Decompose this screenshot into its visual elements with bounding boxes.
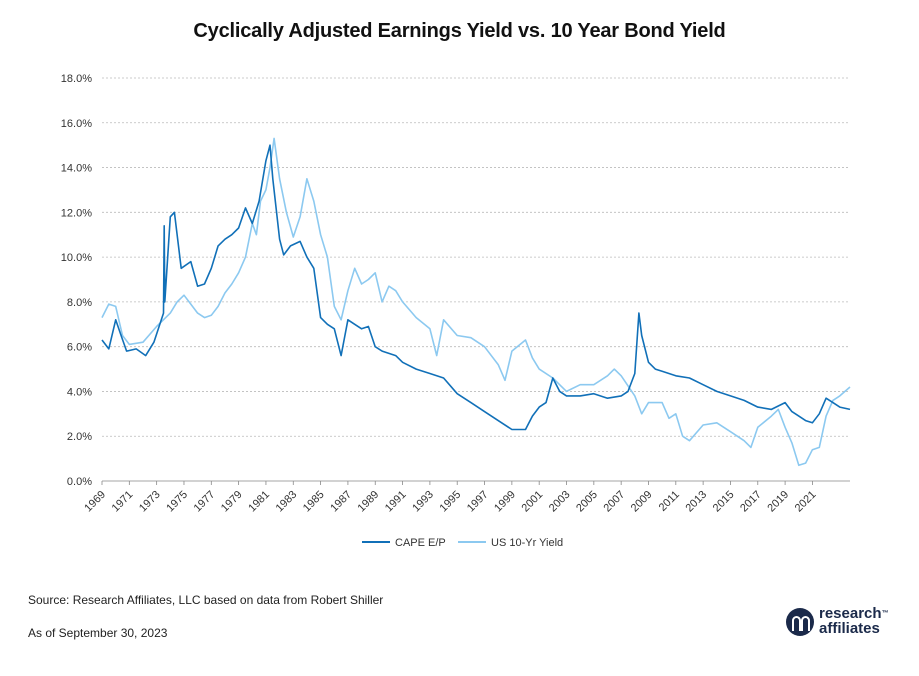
x-tick-label: 1985 (301, 489, 327, 515)
x-axis-ticks: 1969 1971 1973 1975 1977 1979 1981 1983 1985 1987… (82, 481, 819, 515)
research-affiliates-logo: research™ affiliates (786, 604, 906, 640)
x-tick-label: 2021 (793, 489, 819, 515)
x-tick-label: 1969 (82, 489, 108, 515)
x-tick-label: 1971 (110, 489, 136, 515)
x-tick-label: 2019 (765, 489, 791, 515)
x-tick-label: 2009 (629, 489, 655, 515)
series-line-cape (101, 144, 851, 431)
x-tick-label: 1983 (274, 489, 300, 515)
x-tick-label: 1999 (492, 489, 518, 515)
as-of-date: As of September 30, 2023 (28, 626, 168, 640)
x-tick-label: 2015 (711, 489, 737, 515)
x-tick-label: 1975 (164, 489, 190, 515)
y-tick-label: 4.0% (67, 386, 92, 398)
x-tick-label: 2013 (683, 489, 709, 515)
x-tick-label: 1993 (410, 489, 436, 515)
line-chart: 0.0% 2.0% 4.0% 6.0% 8.0% 10.0% 12.0% 14.0% 16.0%… (61, 73, 851, 549)
y-tick-label: 0.0% (67, 476, 92, 488)
chart-title: Cyclically Adjusted Earnings Yield vs. 1… (193, 20, 726, 42)
y-tick-label: 10.0% (61, 252, 92, 264)
logo-icon (786, 608, 814, 636)
x-tick-label: 2011 (657, 489, 682, 514)
source-note: Source: Research Affiliates, LLC based o… (28, 593, 384, 607)
y-tick-label: 2.0% (67, 431, 92, 443)
x-tick-label: 2003 (547, 489, 573, 515)
x-tick-label: 1987 (328, 489, 354, 515)
x-tick-label: 2017 (738, 489, 764, 515)
legend: CAPE E/P US 10-Yr Yield (362, 537, 563, 549)
y-tick-label: 8.0% (67, 297, 92, 309)
x-tick-label: 1989 (356, 489, 382, 515)
x-tick-label: 2005 (574, 489, 600, 515)
legend-label-bond: US 10-Yr Yield (491, 537, 563, 549)
x-tick-label: 1981 (246, 489, 272, 515)
logo-wordmark: research™ affiliates (819, 605, 889, 637)
x-tick-label: 1979 (219, 489, 245, 515)
y-tick-label: 16.0% (61, 118, 92, 130)
x-tick-label: 2001 (520, 489, 546, 515)
gridlines (102, 77, 850, 482)
y-tick-label: 18.0% (61, 73, 92, 85)
y-tick-label: 6.0% (67, 342, 92, 354)
y-tick-label: 12.0% (61, 207, 92, 219)
series-line-bond (101, 137, 851, 467)
y-axis-ticks: 0.0% 2.0% 4.0% 6.0% 8.0% 10.0% 12.0% 14.0% 16.0%… (61, 73, 92, 488)
x-tick-label: 1977 (192, 489, 218, 515)
y-tick-label: 14.0% (61, 163, 92, 175)
legend-label-cape: CAPE E/P (395, 537, 446, 549)
series-lines (101, 137, 851, 467)
x-tick-label: 2007 (601, 489, 627, 515)
x-tick-label: 1995 (438, 489, 464, 515)
x-tick-label: 1973 (137, 489, 163, 515)
x-tick-label: 1997 (465, 489, 491, 515)
x-tick-label: 1991 (383, 489, 409, 515)
